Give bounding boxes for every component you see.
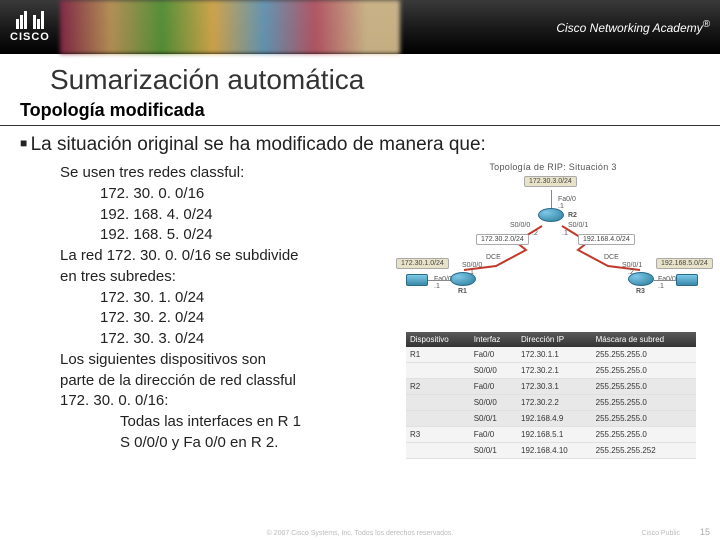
- col-mask: Máscara de subred: [592, 332, 696, 347]
- text-line: Se usen tres redes classful:: [60, 164, 400, 183]
- col-device: Dispositivo: [406, 332, 470, 347]
- table-row: R1Fa0/0172.30.1.1255.255.255.0: [406, 347, 696, 363]
- table-row: S0/0/1192.168.4.10255.255.255.252: [406, 443, 696, 459]
- table-cell: [406, 443, 470, 459]
- table-cell: 192.168.4.9: [517, 411, 592, 427]
- table-cell: S0/0/1: [470, 443, 517, 459]
- port-label: Fa0/0.1: [658, 276, 676, 290]
- table-cell: 192.168.4.10: [517, 443, 592, 459]
- slide-number: 15: [700, 527, 710, 537]
- text-line: La red 172. 30. 0. 0/16 se subdivide: [60, 247, 400, 266]
- cisco-logo: CISCO: [10, 11, 50, 43]
- diagram-title: Topología de RIP: Situación 3: [406, 162, 700, 172]
- router-label-r2: R2: [568, 212, 577, 219]
- table-cell: 172.30.2.2: [517, 395, 592, 411]
- slide-title: Sumarización automática: [0, 54, 720, 96]
- content-right: Topología de RIP: Situación 3 172.30.3.0…: [400, 162, 700, 459]
- table-cell: 255.255.255.0: [592, 363, 696, 379]
- table-cell: 172.30.1.1: [517, 347, 592, 363]
- table-cell: 192.168.5.1: [517, 427, 592, 443]
- network-classful-2: 192. 168. 4. 0/24: [60, 206, 400, 225]
- table-cell: 255.255.255.0: [592, 427, 696, 443]
- port-label: S0/0/0: [462, 262, 482, 269]
- text-line: en tres subredes:: [60, 268, 400, 287]
- port-label: Fa0/0: [558, 196, 576, 203]
- table-row: S0/0/0172.30.2.2255.255.255.0: [406, 395, 696, 411]
- table-cell: R3: [406, 427, 470, 443]
- table-cell: S0/0/0: [470, 363, 517, 379]
- table-cell: [406, 363, 470, 379]
- router-label-r1: R1: [458, 288, 467, 295]
- router-icon: [628, 272, 654, 286]
- cisco-brand-text: CISCO: [10, 31, 50, 43]
- content-left: Se usen tres redes classful: 172. 30. 0.…: [60, 162, 400, 459]
- subnet-2: 172. 30. 2. 0/24: [60, 309, 400, 328]
- table-cell: S0/0/0: [470, 395, 517, 411]
- table-cell: [406, 395, 470, 411]
- cisco-bars-icon: [16, 11, 44, 29]
- switch-icon: [676, 274, 698, 286]
- col-ip: Dirección IP: [517, 332, 592, 347]
- slide-footer: © 2007 Cisco Systems, Inc. Todos los der…: [0, 530, 720, 537]
- table-cell: R1: [406, 347, 470, 363]
- slide-subtitle: Topología modificada: [0, 96, 720, 126]
- col-interface: Interfaz: [470, 332, 517, 347]
- table-cell: S0/0/1: [470, 411, 517, 427]
- addressing-table: Dispositivo Interfaz Dirección IP Máscar…: [406, 332, 696, 459]
- router-icon: [538, 208, 564, 222]
- text-line: parte de la dirección de red classful: [60, 372, 400, 391]
- academy-text: Cisco Networking Academy®: [556, 19, 710, 35]
- table-cell: 255.255.255.0: [592, 379, 696, 395]
- lan-box-right: 192.168.5.0/24: [656, 258, 713, 269]
- footer-classification: Cisco Public: [641, 530, 680, 537]
- table-cell: R2: [406, 379, 470, 395]
- link-line: [428, 280, 450, 281]
- wan-label-right: 192.168.4.0/24: [578, 234, 635, 245]
- device-line-2: S 0/0/0 y Fa 0/0 en R 2.: [60, 434, 400, 453]
- table-cell: [406, 411, 470, 427]
- table-cell: 255.255.255.0: [592, 395, 696, 411]
- slide-header: CISCO Cisco Networking Academy®: [0, 0, 720, 54]
- router-label-r3: R3: [636, 288, 645, 295]
- subnet-3: 172. 30. 3. 0/24: [60, 330, 400, 349]
- network-classful-3: 192. 168. 5. 0/24: [60, 226, 400, 245]
- dce-label: DCE: [604, 254, 619, 261]
- port-label: Fa0/0.1: [434, 276, 452, 290]
- bullet-main: La situación original se ha modificado d…: [0, 132, 720, 162]
- table-cell: Fa0/0: [470, 347, 517, 363]
- table-cell: 172.30.3.1: [517, 379, 592, 395]
- table-row: S0/0/1192.168.4.9255.255.255.0: [406, 411, 696, 427]
- table-cell: 255.255.255.0: [592, 411, 696, 427]
- topology-diagram: 172.30.3.0/24 Fa0/0 .1 R2 S0/0/0 S0/0/1 …: [406, 176, 696, 326]
- table-cell: 255.255.255.0: [592, 347, 696, 363]
- dce-label: DCE: [486, 254, 501, 261]
- table-row: S0/0/0172.30.2.1255.255.255.0: [406, 363, 696, 379]
- copyright-text: © 2007 Cisco Systems, Inc. Todos los der…: [267, 530, 454, 537]
- link-line: [551, 190, 552, 208]
- table-cell: Fa0/0: [470, 379, 517, 395]
- port-label: S0/0/1: [622, 262, 642, 269]
- router-icon: [450, 272, 476, 286]
- lan-box-top: 172.30.3.0/24: [524, 176, 577, 187]
- text-line: 172. 30. 0. 0/16:: [60, 392, 400, 411]
- switch-icon: [406, 274, 428, 286]
- link-line: [654, 280, 676, 281]
- text-line: Los siguientes dispositivos son: [60, 351, 400, 370]
- lan-box-left: 172.30.1.0/24: [396, 258, 449, 269]
- network-classful-1: 172. 30. 0. 0/16: [60, 185, 400, 204]
- table-row: R2Fa0/0172.30.3.1255.255.255.0: [406, 379, 696, 395]
- subnet-1: 172. 30. 1. 0/24: [60, 289, 400, 308]
- wan-label-left: 172.30.2.0/24: [476, 234, 529, 245]
- table-cell: 172.30.2.1: [517, 363, 592, 379]
- table-cell: 255.255.255.252: [592, 443, 696, 459]
- table-row: R3Fa0/0192.168.5.1255.255.255.0: [406, 427, 696, 443]
- device-line-1: Todas las interfaces en R 1: [60, 413, 400, 432]
- table-cell: Fa0/0: [470, 427, 517, 443]
